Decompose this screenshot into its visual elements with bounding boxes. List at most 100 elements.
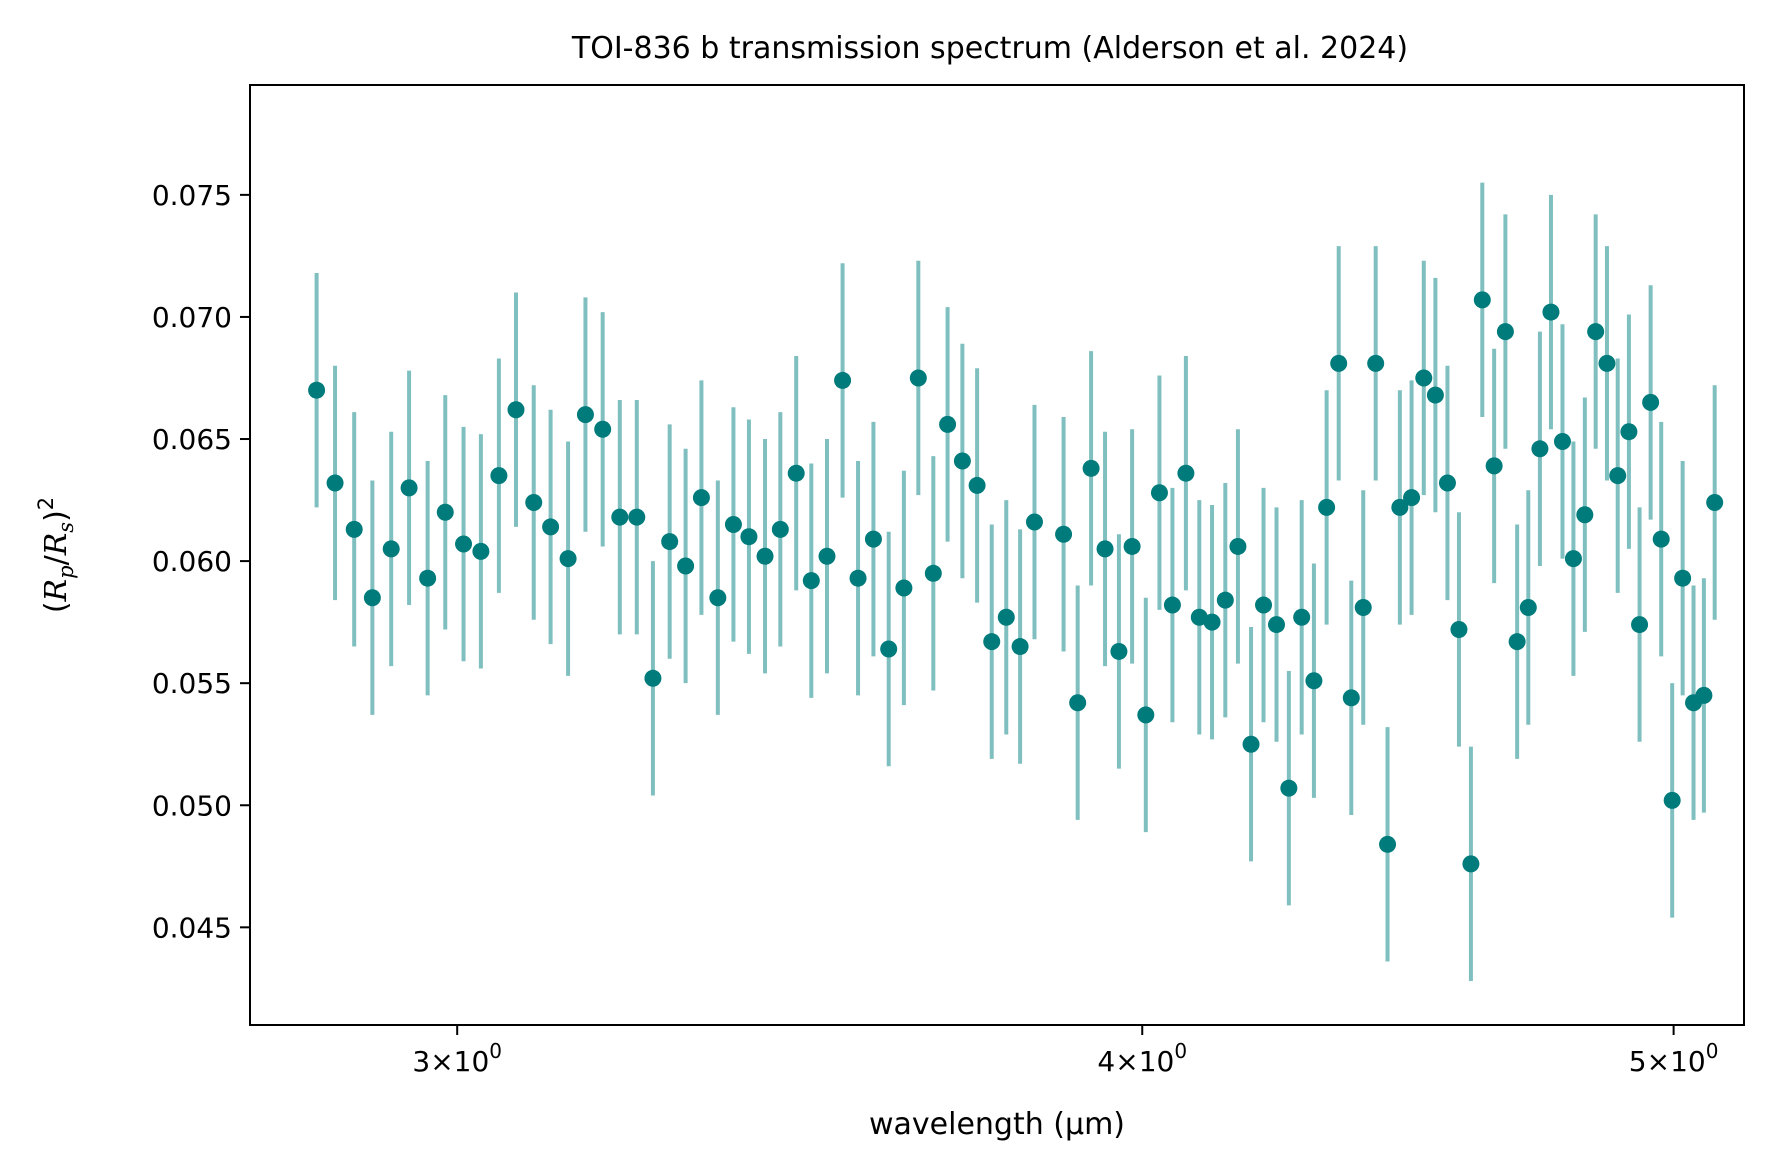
data-point bbox=[864, 530, 882, 548]
x-tick-label: 4×100 bbox=[1097, 1039, 1187, 1078]
data-point bbox=[895, 579, 913, 597]
data-point bbox=[1354, 598, 1372, 616]
data-point bbox=[1242, 735, 1260, 753]
data-point bbox=[1706, 494, 1724, 512]
data-point bbox=[1508, 633, 1526, 651]
data-point bbox=[1695, 686, 1713, 704]
data-point bbox=[909, 369, 927, 387]
data-point bbox=[1229, 537, 1247, 555]
data-point bbox=[1150, 484, 1168, 502]
data-point bbox=[1438, 474, 1456, 492]
marker-layer bbox=[308, 291, 1724, 873]
data-point bbox=[628, 508, 646, 526]
data-point bbox=[771, 520, 789, 538]
data-point bbox=[787, 464, 805, 482]
data-point bbox=[1674, 569, 1692, 587]
data-point bbox=[1110, 642, 1128, 660]
data-point bbox=[1519, 598, 1537, 616]
data-point bbox=[1391, 498, 1409, 516]
data-point bbox=[1663, 791, 1681, 809]
data-point bbox=[740, 528, 758, 546]
data-point bbox=[997, 608, 1015, 626]
data-point bbox=[1163, 596, 1181, 614]
data-point bbox=[345, 520, 363, 538]
data-point bbox=[834, 371, 852, 389]
data-point bbox=[1055, 525, 1073, 543]
data-point bbox=[968, 476, 986, 494]
data-point bbox=[326, 474, 344, 492]
data-point bbox=[611, 508, 629, 526]
data-point bbox=[1025, 513, 1043, 531]
data-point bbox=[644, 669, 662, 687]
data-point bbox=[594, 420, 612, 438]
data-point bbox=[1473, 291, 1491, 309]
data-point bbox=[1609, 467, 1627, 485]
y-axis: 0.045 0.050 0.055 0.060 0.065 0.070 0.075 bbox=[152, 179, 250, 944]
data-point bbox=[507, 401, 525, 419]
data-point bbox=[939, 415, 957, 433]
data-point bbox=[308, 381, 326, 399]
data-point bbox=[1652, 530, 1670, 548]
data-point bbox=[1216, 591, 1234, 609]
data-point bbox=[661, 533, 679, 551]
data-point bbox=[1598, 354, 1616, 372]
data-point bbox=[1485, 457, 1503, 475]
data-point bbox=[472, 542, 490, 560]
data-point bbox=[382, 540, 400, 558]
data-point bbox=[818, 547, 836, 565]
data-point bbox=[559, 550, 577, 568]
x-axis: 3×100 4×100 5×100 bbox=[412, 1025, 1718, 1078]
data-point bbox=[542, 518, 560, 536]
data-point bbox=[1379, 835, 1397, 853]
data-point bbox=[576, 406, 594, 424]
y-tick-label: 0.045 bbox=[152, 911, 232, 944]
data-point bbox=[1011, 638, 1029, 656]
data-point bbox=[849, 569, 867, 587]
x-axis-label: wavelength (µm) bbox=[869, 1107, 1125, 1142]
y-tick-label: 0.070 bbox=[152, 301, 232, 334]
data-point bbox=[756, 547, 774, 565]
data-point bbox=[692, 489, 710, 507]
data-point bbox=[953, 452, 971, 470]
data-point bbox=[1542, 303, 1560, 321]
data-point bbox=[1450, 620, 1468, 638]
data-point bbox=[802, 572, 820, 590]
data-point bbox=[1069, 694, 1087, 712]
x-tick-label: 5×100 bbox=[1629, 1039, 1719, 1078]
data-point bbox=[1123, 537, 1141, 555]
data-point bbox=[1305, 672, 1323, 690]
data-point bbox=[1642, 393, 1660, 411]
data-point bbox=[1137, 706, 1155, 724]
data-point bbox=[709, 589, 727, 607]
data-point bbox=[1082, 459, 1100, 477]
data-point bbox=[1415, 369, 1433, 387]
data-point bbox=[1177, 464, 1195, 482]
data-point bbox=[400, 479, 418, 497]
data-point bbox=[724, 515, 742, 533]
data-point bbox=[1280, 779, 1298, 797]
data-point bbox=[1462, 855, 1480, 873]
data-point bbox=[983, 633, 1001, 651]
data-point bbox=[1553, 432, 1571, 450]
data-point bbox=[1203, 613, 1221, 631]
data-point bbox=[1342, 689, 1360, 707]
data-point bbox=[1367, 354, 1385, 372]
data-point bbox=[677, 557, 695, 575]
data-point bbox=[525, 494, 543, 512]
data-point bbox=[436, 503, 454, 521]
data-point bbox=[1631, 616, 1649, 634]
y-tick-label: 0.065 bbox=[152, 423, 232, 456]
data-point bbox=[455, 535, 473, 553]
data-point bbox=[1255, 596, 1273, 614]
data-point bbox=[1531, 440, 1549, 458]
data-point bbox=[1096, 540, 1114, 558]
data-point bbox=[1293, 608, 1311, 626]
data-point bbox=[1587, 323, 1605, 341]
data-point bbox=[1330, 354, 1348, 372]
data-point bbox=[1190, 608, 1208, 626]
data-point bbox=[924, 564, 942, 582]
y-axis-label: (Rp/Rs)2 bbox=[34, 497, 78, 613]
y-tick-label: 0.055 bbox=[152, 667, 232, 700]
